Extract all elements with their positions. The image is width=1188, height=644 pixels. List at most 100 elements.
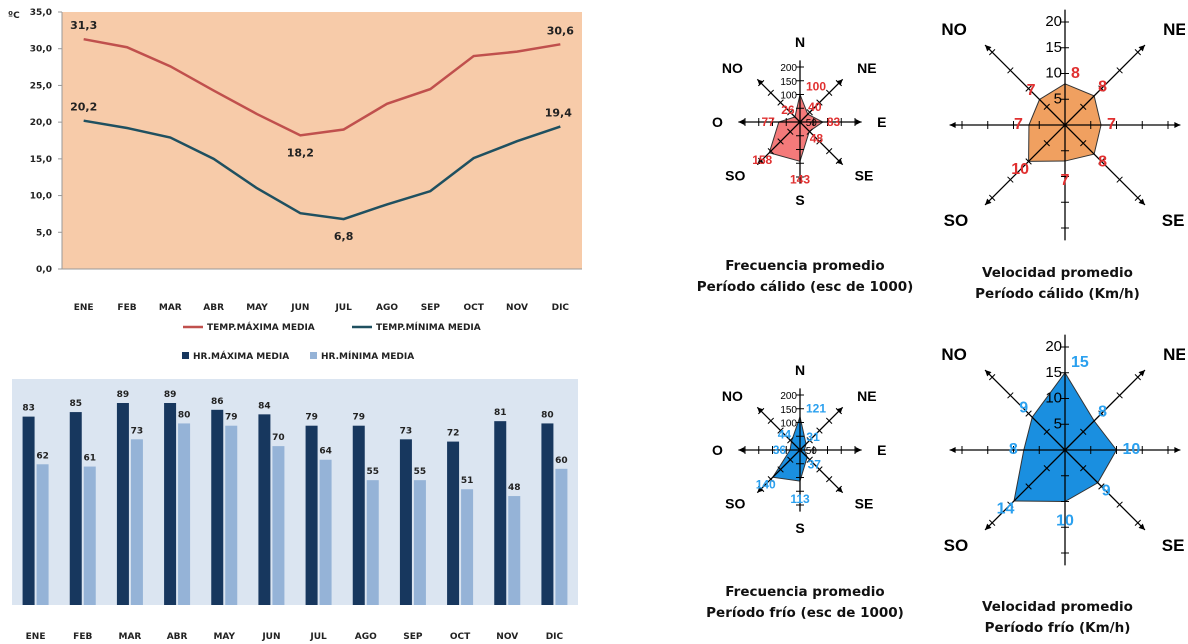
axis-tick <box>1098 158 1105 165</box>
scale-tick-label: 50 <box>806 118 818 129</box>
bar-hr-min <box>225 425 238 605</box>
axis-tick <box>1007 392 1014 399</box>
rose-value-label: 100 <box>806 80 826 94</box>
rose-axis-NO <box>984 44 1066 126</box>
rose-axis-SE <box>799 121 844 166</box>
scale-tick-label: 15 <box>1045 364 1062 381</box>
data-label: 6,8 <box>334 230 354 243</box>
bar-hr-min <box>555 468 568 605</box>
bar-value-label: 72 <box>447 429 460 439</box>
caption-line: Período cálido (Km/h) <box>975 286 1140 302</box>
axis-arrowhead <box>738 119 745 125</box>
bar-value-label: 80 <box>178 410 191 420</box>
legend-label: TEMP.MÍNIMA MEDIA <box>376 321 481 333</box>
axis-arrowhead <box>836 407 843 414</box>
bar-value-label: 70 <box>272 433 285 443</box>
x-tick-label: JUL <box>334 303 352 313</box>
bar-value-label: 86 <box>211 397 224 407</box>
scale-tick-label: 5 <box>1054 90 1062 107</box>
rose-value-label: 8 <box>1098 154 1107 171</box>
direction-label-SO: SO <box>944 211 969 230</box>
axis-tick <box>1116 392 1123 399</box>
bar-value-label: 48 <box>508 483 521 493</box>
axis-tick <box>777 466 784 473</box>
plot-area <box>62 12 582 269</box>
axis-tick <box>988 48 996 56</box>
max-temp-series-line <box>83 37 561 137</box>
x-tick-label: NOV <box>496 632 518 642</box>
rose-value-label: 10 <box>1056 513 1074 530</box>
rose-axis-NO <box>984 369 1066 451</box>
rose-axis-NO <box>756 78 801 123</box>
axis-tick <box>1007 67 1014 74</box>
data-label: 20,2 <box>70 101 97 114</box>
bar-hr-max <box>447 441 460 605</box>
legend-swatch <box>182 352 189 359</box>
axis-arrowhead <box>1138 45 1145 52</box>
axis-tick <box>777 427 784 434</box>
axis-tick <box>787 456 794 463</box>
rose-axis-SE <box>1064 124 1146 206</box>
wind-speed-cold-rose: 2015105NNEESESSOONO158109101489 <box>941 320 1185 580</box>
axis-tick <box>835 407 843 415</box>
x-tick-label: JUN <box>261 632 280 642</box>
axis-tick <box>1043 465 1050 472</box>
rose-axis-NE <box>799 78 844 123</box>
data-label: 19,4 <box>545 107 572 120</box>
axis-tick <box>806 128 813 135</box>
axis-tick <box>835 157 843 165</box>
axis-arrowhead <box>985 198 992 205</box>
y-tick-label: 20,0 <box>30 118 52 128</box>
x-tick-label: MAR <box>118 632 141 642</box>
bar-value-label: 89 <box>117 390 130 400</box>
min-temp-series-line <box>83 119 561 221</box>
direction-label-SO: SO <box>725 168 745 184</box>
bar-value-label: 61 <box>83 454 96 464</box>
caption-line: Período cálido (esc de 1000) <box>696 279 914 295</box>
axis-tick <box>1116 501 1123 508</box>
axis-tick <box>767 89 775 97</box>
y-tick-label: 15,0 <box>30 155 52 165</box>
axis-arrowhead <box>985 523 992 530</box>
axis-tick <box>757 485 765 493</box>
axis-arrowhead <box>757 158 764 165</box>
x-tick-label: ABR <box>167 632 188 642</box>
axis-tick <box>1080 428 1087 435</box>
axis-arrowhead <box>1174 122 1181 128</box>
bar-hr-max <box>22 416 35 605</box>
bar-value-label: 73 <box>131 426 144 436</box>
bar-hr-max <box>69 412 82 605</box>
scale-tick-label: 100 <box>780 91 797 102</box>
axis-arrowhead <box>949 122 956 128</box>
axis-tick <box>757 157 765 165</box>
rose-value-label: 36 <box>773 443 787 457</box>
axis-tick <box>835 79 843 87</box>
caption-line: Período frío (Km/h) <box>984 620 1131 636</box>
axis-arrowhead <box>985 370 992 377</box>
x-tick-label: JUN <box>290 303 309 313</box>
bar-value-label: 55 <box>366 467 379 477</box>
direction-label-N: N <box>795 362 805 378</box>
rose-axis-SO <box>984 449 1066 531</box>
legend-label: HR.MÍNIMA MEDIA <box>321 350 414 362</box>
axis-tick <box>806 456 813 463</box>
y-tick-label: 0,0 <box>36 265 52 275</box>
y-tick-label: 10,0 <box>30 192 52 202</box>
bar-value-label: 79 <box>305 413 318 423</box>
axis-tick <box>1134 373 1142 381</box>
rose-axis-SE <box>1064 449 1146 531</box>
rose-value-label: 26 <box>781 103 795 117</box>
data-label: 18,2 <box>287 146 314 159</box>
rose-value-label: 143 <box>790 172 810 186</box>
rose-value-label: 10 <box>1011 161 1029 178</box>
axis-arrowhead <box>949 447 956 453</box>
direction-label-O: O <box>712 114 723 130</box>
bar-hr-max <box>305 425 318 605</box>
axis-tick <box>787 109 794 116</box>
rose-value-label: 10 <box>1123 441 1141 458</box>
bar-hr-min <box>319 459 332 605</box>
bar-value-label: 84 <box>258 401 271 411</box>
data-label: 31,3 <box>70 19 97 32</box>
bar-hr-min <box>413 480 426 605</box>
rose-axis-NE <box>799 406 844 451</box>
